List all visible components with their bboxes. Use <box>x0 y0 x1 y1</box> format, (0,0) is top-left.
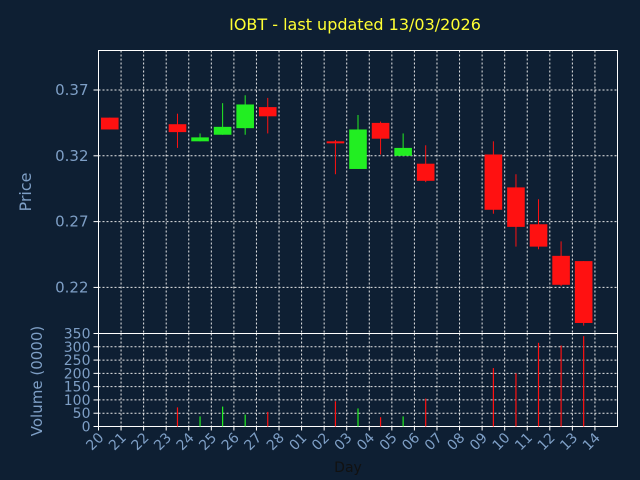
candle-body <box>258 107 277 117</box>
volume-ytick-label: 150 <box>64 380 91 396</box>
candle-11 <box>529 199 548 250</box>
day-tick-label: 26 <box>219 430 243 454</box>
volume-axis-title: Volume (0000) <box>28 326 46 436</box>
day-tick-label: 13 <box>557 430 581 454</box>
price-plot-frame <box>98 50 618 334</box>
price-ytick-label: 0.27 <box>55 213 88 231</box>
day-tick-label: 02 <box>309 430 333 454</box>
price-ytick-label: 0.22 <box>55 278 88 296</box>
candle-03 <box>349 114 367 169</box>
candle-10 <box>507 174 525 247</box>
candle-05 <box>394 133 412 156</box>
day-axis: 2021222324252627280102030405060708091011… <box>83 426 604 454</box>
candle-12 <box>552 241 570 287</box>
candle-body <box>552 255 570 285</box>
candle-26 <box>236 95 254 135</box>
day-tick-label: 24 <box>174 430 198 454</box>
day-tick-label: 08 <box>444 430 468 454</box>
day-tick-label: 06 <box>399 430 423 454</box>
day-tick-label: 14 <box>580 430 604 454</box>
candle-24 <box>191 133 209 142</box>
volume-ytick-label: 200 <box>64 366 91 382</box>
price-ytick-label: 0.32 <box>55 147 88 165</box>
day-tick-label: 21 <box>106 430 130 454</box>
day-tick-label: 23 <box>151 430 175 454</box>
day-tick-label: 09 <box>467 430 491 454</box>
candle-25 <box>213 103 232 135</box>
candle-body <box>529 224 548 247</box>
volume-ytick-label: 250 <box>64 353 91 369</box>
day-tick-label: 10 <box>490 430 514 454</box>
candle-13 <box>574 261 593 326</box>
volume-ytick-label: 300 <box>64 340 91 356</box>
candle-23 <box>168 113 187 148</box>
candle-04 <box>371 121 390 155</box>
candle-body <box>371 122 390 139</box>
candle-body <box>416 163 435 181</box>
volume-ytick-label: 100 <box>64 393 91 409</box>
candle-body <box>168 124 187 133</box>
candle-body <box>349 129 367 169</box>
day-tick-label: 01 <box>286 430 310 454</box>
day-axis-title: Day <box>334 460 362 476</box>
candle-body <box>213 126 232 135</box>
chart-title: IOBT - last updated 13/03/2026 <box>229 15 481 34</box>
candle-06 <box>416 145 435 183</box>
day-tick-label: 07 <box>422 430 446 454</box>
candle-body <box>236 104 254 129</box>
volume-ytick-label: 0 <box>82 420 91 436</box>
candle-27 <box>258 97 277 134</box>
day-tick-label: 11 <box>512 430 536 454</box>
day-tick-label: 12 <box>535 430 559 454</box>
candle-body <box>484 154 503 210</box>
price-ytick-label: 0.37 <box>55 81 88 99</box>
candle-20 <box>100 117 119 130</box>
volume-ytick-label: 350 <box>64 327 91 343</box>
day-tick-label: 05 <box>377 430 401 454</box>
candle-body <box>394 147 412 156</box>
volume-ytick-label: 50 <box>73 406 91 422</box>
price-axis-title: Price <box>16 172 35 211</box>
candle-body <box>574 261 593 323</box>
candle-body <box>326 141 345 144</box>
candle-body <box>507 187 525 227</box>
day-tick-label: 27 <box>241 430 265 454</box>
day-tick-label: 22 <box>129 430 153 454</box>
price-panel: 0.22 0.27 0.32 0.37 Price <box>16 50 618 334</box>
day-tick-label: 28 <box>264 430 288 454</box>
day-tick-label: 25 <box>196 430 220 454</box>
day-tick-label: 04 <box>354 430 378 454</box>
candle-body <box>100 117 119 130</box>
day-tick-label: 03 <box>332 430 356 454</box>
candle-09 <box>484 141 503 214</box>
candle-02 <box>326 140 345 175</box>
candle-body <box>191 137 209 142</box>
